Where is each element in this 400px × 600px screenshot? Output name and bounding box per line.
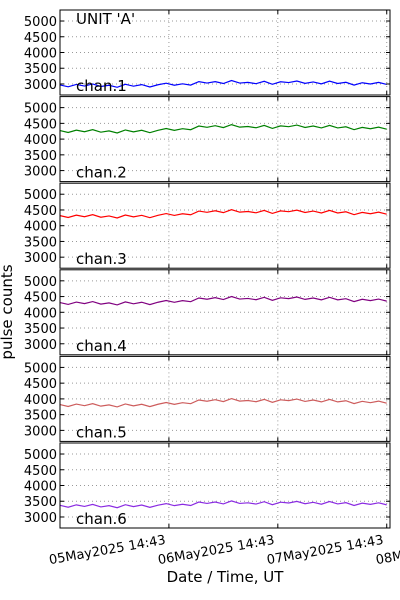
- y-tick-label: 4500: [24, 291, 57, 306]
- y-tick-label: 3500: [24, 322, 57, 337]
- y-tick-label: 5000: [24, 275, 57, 290]
- y-tick-label: 3000: [24, 424, 57, 439]
- x-tick-label: 06May2025 14:43: [157, 533, 276, 568]
- y-tick-label: 3000: [24, 251, 57, 266]
- series-line: [59, 500, 387, 509]
- x-tick-label: 07May2025 14:43: [266, 533, 385, 568]
- y-tick-label: 4000: [24, 306, 57, 321]
- channel-label: chan.5: [76, 423, 127, 441]
- x-axis-label: Date / Time, UT: [167, 568, 285, 586]
- y-tick-label: 5000: [24, 361, 57, 376]
- y-tick-label: 5000: [24, 15, 57, 30]
- y-tick-label: 4000: [24, 480, 57, 495]
- series-line: [59, 123, 387, 134]
- y-tick-label: 4000: [24, 220, 57, 235]
- y-axis-label: pulse counts: [0, 264, 16, 359]
- y-tick-label: 3500: [24, 235, 57, 250]
- y-tick-label: 5000: [24, 102, 57, 117]
- y-tick-label: 4500: [24, 117, 57, 132]
- channel-label: chan.3: [76, 250, 127, 268]
- y-tick-label: 3500: [24, 62, 57, 77]
- channel-label: chan.4: [76, 337, 127, 355]
- y-tick-label: 4000: [24, 133, 57, 148]
- y-tick-label: 3000: [24, 338, 57, 353]
- channel-label: chan.1: [76, 77, 127, 95]
- channel-label: chan.6: [76, 510, 127, 528]
- y-tick-label: 4000: [24, 393, 57, 408]
- y-tick-label: 4000: [24, 47, 57, 62]
- y-tick-label: 3000: [24, 78, 57, 93]
- y-tick-label: 3000: [24, 165, 57, 180]
- y-tick-label: 4500: [24, 31, 57, 46]
- y-tick-label: 3500: [24, 149, 57, 164]
- channel-label: chan.2: [76, 164, 127, 182]
- chart-title: UNIT 'A': [76, 10, 135, 28]
- series-line: [59, 79, 387, 88]
- y-tick-label: 4500: [24, 464, 57, 479]
- y-tick-label: 3500: [24, 409, 57, 424]
- y-tick-label: 4500: [24, 204, 57, 219]
- y-tick-label: 3000: [24, 511, 57, 526]
- series-line: [59, 209, 387, 219]
- y-tick-label: 4500: [24, 377, 57, 392]
- series-line: [59, 397, 387, 408]
- series-line: [59, 295, 387, 306]
- x-tick-label: 05May2025 14:43: [48, 533, 167, 568]
- y-tick-label: 3500: [24, 495, 57, 510]
- y-tick-label: 5000: [24, 448, 57, 463]
- y-tick-label: 5000: [24, 188, 57, 203]
